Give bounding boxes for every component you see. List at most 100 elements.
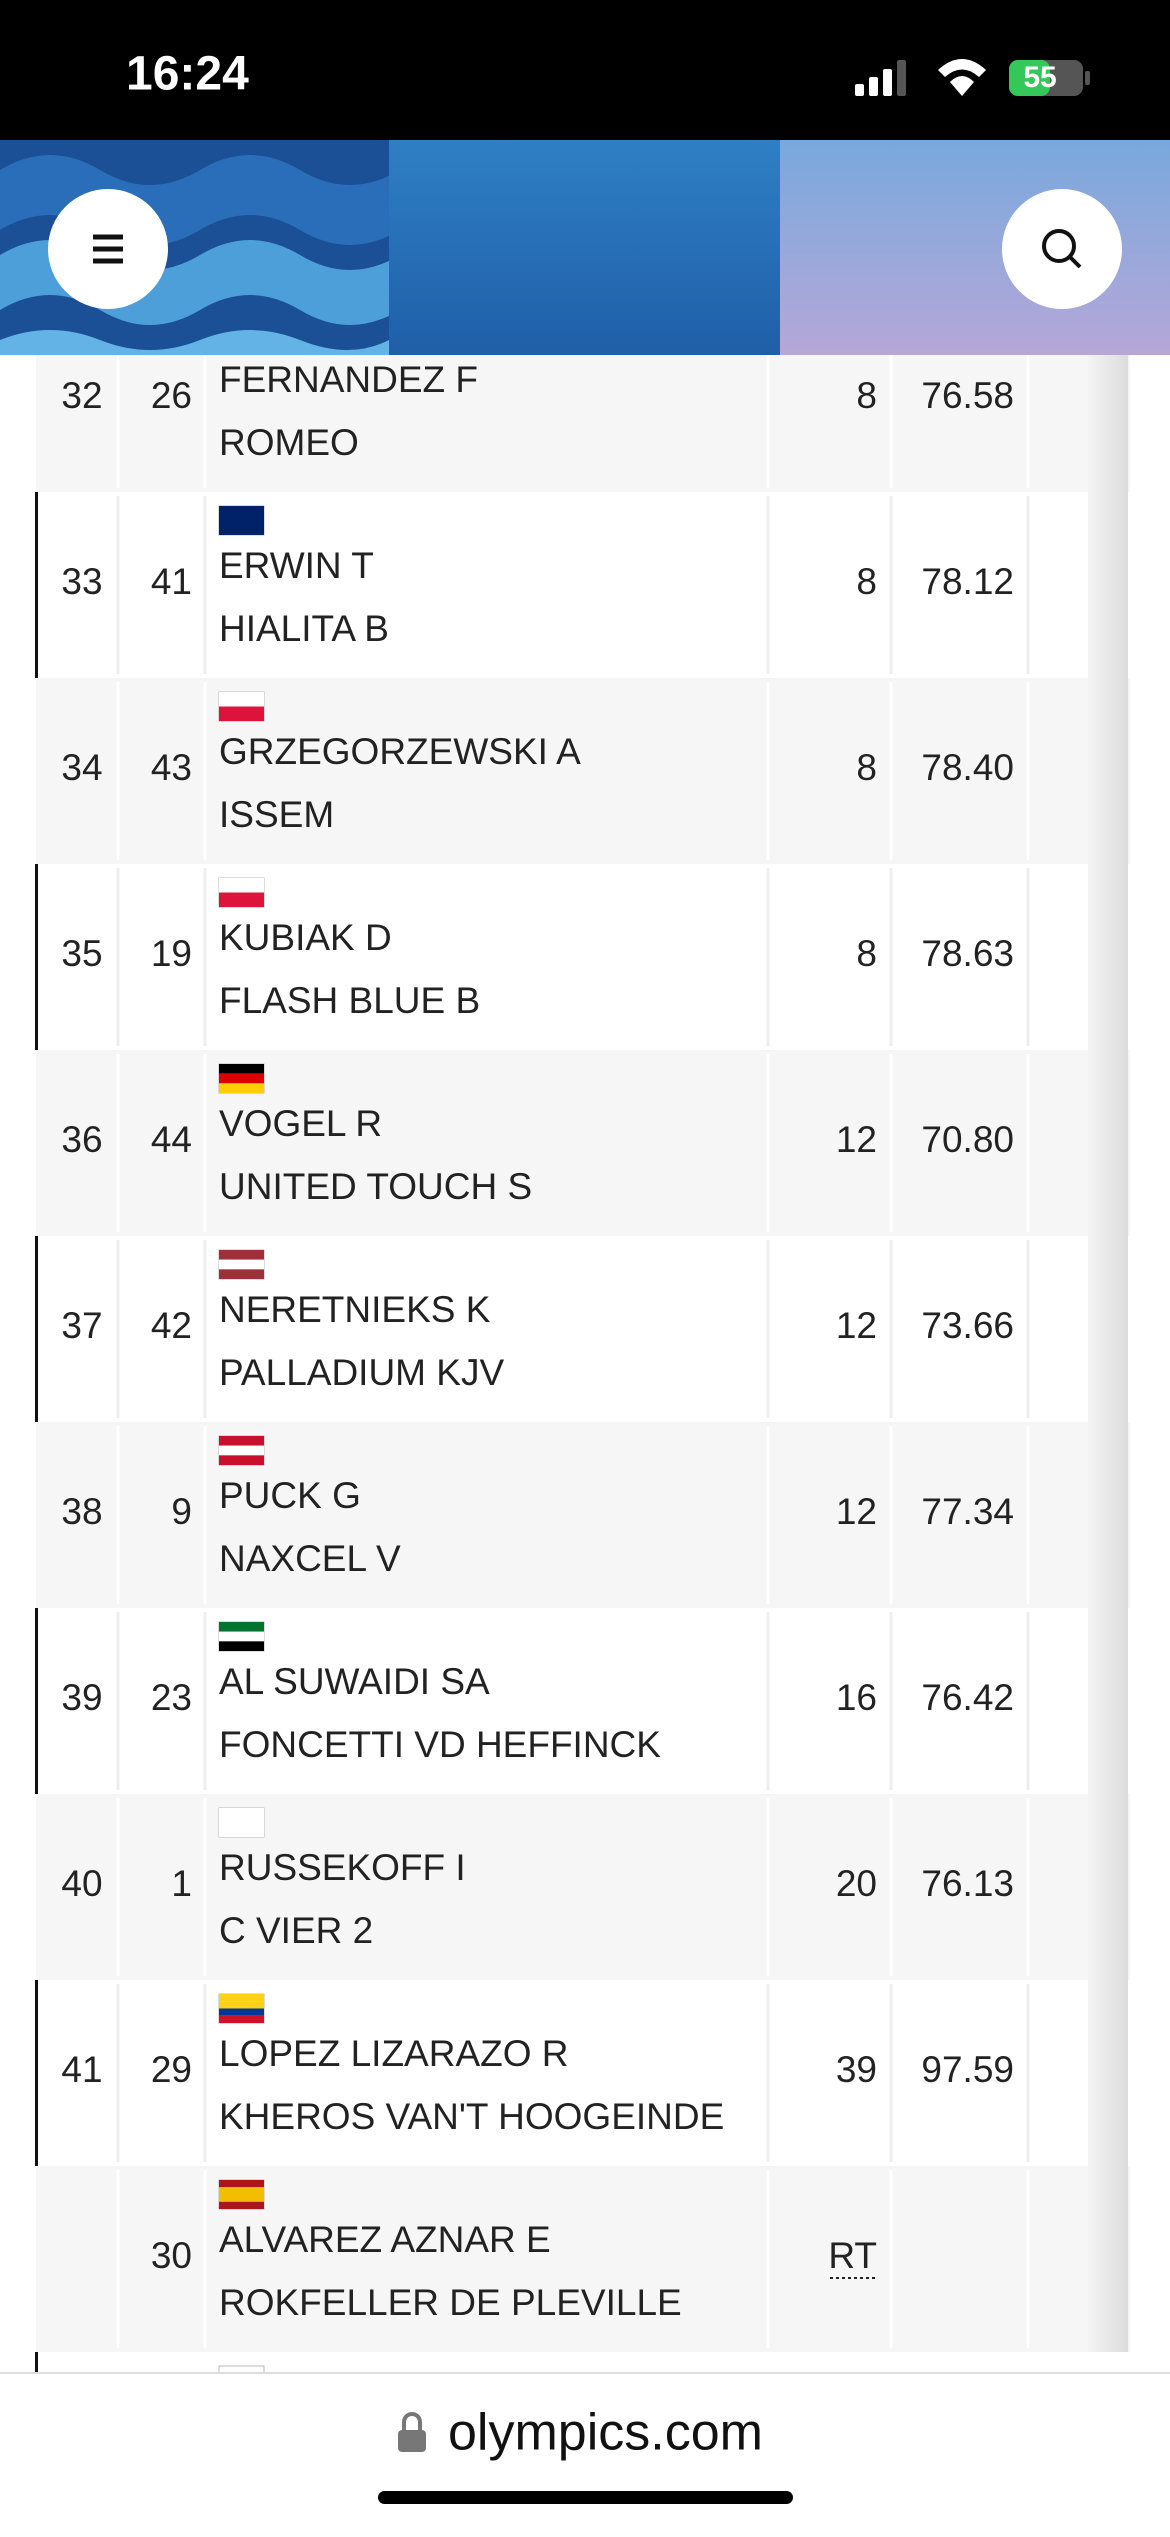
time: 97.59 [921, 2049, 1014, 2090]
horse: ROMEO [219, 422, 359, 463]
rank: 35 [61, 933, 102, 974]
flag [219, 1269, 264, 1279]
rank: 40 [61, 1863, 102, 1904]
row-bg [36, 1050, 1130, 1236]
flag [219, 706, 264, 721]
row-marker [35, 1236, 38, 1422]
bib: 41 [151, 561, 192, 602]
flag [219, 692, 264, 707]
row-bg [36, 1608, 1130, 1794]
time: 73.66 [921, 1305, 1014, 1346]
penalties: 8 [856, 747, 877, 788]
bib: 23 [151, 1677, 192, 1718]
penalties: 12 [836, 1305, 877, 1346]
flag [219, 1455, 264, 1465]
bib: 9 [171, 1491, 192, 1532]
rider: GRZEGORZEWSKI A [219, 731, 581, 772]
row-bg [36, 1422, 1130, 1608]
clock: 16:24 [126, 48, 249, 101]
row-shade [1088, 1608, 1128, 1794]
row-marker [35, 1608, 38, 1794]
address-bg [0, 2373, 1170, 2532]
wave [0, 330, 389, 355]
row-shade [1088, 1794, 1128, 1980]
flag [219, 2187, 264, 2195]
battery-percent: 55 [1023, 61, 1056, 94]
horse: C VIER 2 [219, 1910, 373, 1951]
row-shade [1088, 1980, 1128, 2166]
penalties: 8 [856, 561, 877, 602]
rider: KUBIAK D [219, 917, 392, 958]
flag [219, 1827, 264, 1837]
flag [219, 2194, 264, 2202]
row-shade [1088, 2166, 1128, 2352]
time: 70.80 [921, 1119, 1014, 1160]
row-bg [36, 678, 1130, 864]
flag [219, 892, 264, 907]
row-marker [35, 492, 38, 678]
horse: KHEROS VAN'T HOOGEINDE [219, 2096, 724, 2137]
rider: FERNANDEZ F [219, 359, 478, 400]
rank: 32 [61, 375, 102, 416]
battery-level [1009, 60, 1050, 96]
row-shade [1088, 864, 1128, 1050]
time: 76.58 [921, 375, 1014, 416]
flag [219, 2015, 264, 2023]
rider: VOGEL R [219, 1103, 382, 1144]
rider: PUCK G [219, 1475, 361, 1516]
penalties: 16 [836, 1677, 877, 1718]
search-button[interactable] [1002, 189, 1122, 309]
rider: RUSSEKOFF I [219, 1847, 466, 1888]
flag [219, 1064, 264, 1074]
horse: HIALITA B [219, 608, 389, 649]
horse: UNITED TOUCH S [219, 1166, 532, 1207]
time: 76.42 [921, 1677, 1014, 1718]
bib: 44 [151, 1119, 192, 1160]
bib: 1 [171, 1863, 192, 1904]
horse: FONCETTI VD HEFFINCK [219, 1724, 661, 1765]
flag [219, 1073, 264, 1084]
penalties: 12 [836, 1491, 877, 1532]
signal [855, 60, 906, 96]
header [0, 140, 1170, 355]
battery-tip [1085, 71, 1090, 85]
rank: 37 [61, 1305, 102, 1346]
flag [219, 1259, 264, 1270]
horse: ROKFELLER DE PLEVILLE [219, 2282, 682, 2323]
flag [219, 506, 264, 535]
row-shade [1088, 678, 1128, 864]
flag [219, 1808, 264, 1818]
row-shade [1088, 1236, 1128, 1422]
row-bg [36, 1980, 1130, 2166]
penalties: 39 [836, 2049, 877, 2090]
penalties: 12 [836, 1119, 877, 1160]
rank: 34 [61, 747, 102, 788]
flag [219, 1631, 264, 1642]
bib: 43 [151, 747, 192, 788]
row-marker [35, 864, 38, 1050]
rank: 39 [61, 1677, 102, 1718]
flag [219, 1994, 264, 2002]
lock-icon [398, 2430, 426, 2452]
flag [219, 2180, 264, 2188]
bib: 19 [151, 933, 192, 974]
row-bg [36, 864, 1130, 1050]
menu-icon [93, 234, 123, 264]
row-shade [1088, 1050, 1128, 1236]
flag [219, 2001, 264, 2009]
row-bg [36, 1236, 1130, 1422]
results-table: 32 26 FERNANDEZ F ROMEO 8 76.58 33 41 ERWIN T HIA… [35, 306, 1130, 2396]
penalties: 8 [856, 933, 877, 974]
url[interactable]: olympics.com [448, 2404, 763, 2462]
time: 77.34 [921, 1491, 1014, 1532]
flag [219, 1436, 264, 1446]
rank: 36 [61, 1119, 102, 1160]
rider: LOPEZ LIZARAZO R [219, 2033, 569, 2074]
rider: NERETNIEKS K [219, 1289, 491, 1330]
rider: ERWIN T [219, 545, 374, 586]
flag [219, 1445, 264, 1456]
rider: AL SUWAIDI SA [219, 1661, 490, 1702]
horse: ISSEM [219, 794, 334, 835]
search-icon [1042, 229, 1076, 263]
header-middle [389, 140, 780, 355]
